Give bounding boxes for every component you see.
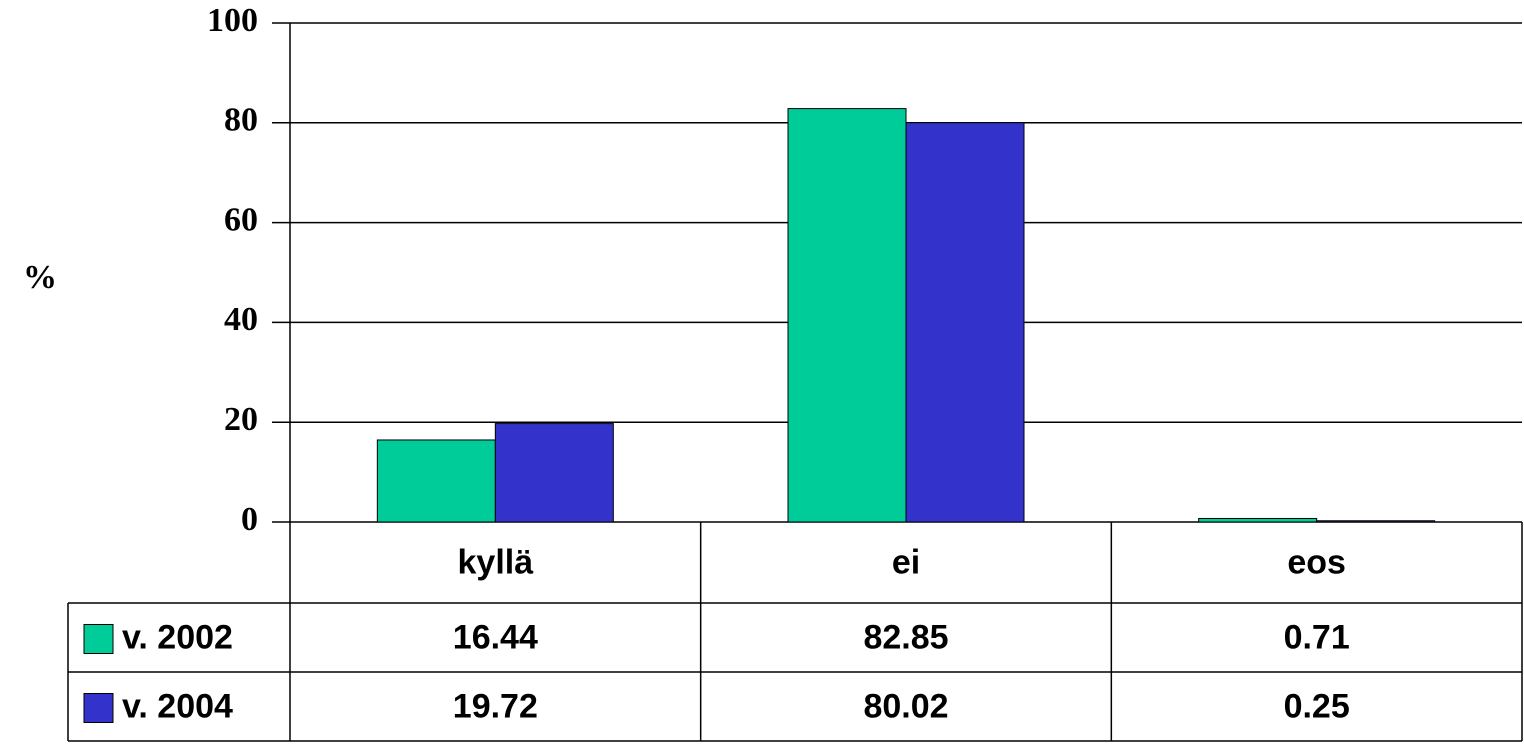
table-cell: 16.44 [453, 618, 538, 656]
table-cell: 80.02 [863, 687, 948, 725]
table-cell: 0.71 [1284, 618, 1350, 656]
legend-label: v. 2004 [122, 687, 233, 725]
y-tick-label: 60 [224, 201, 258, 238]
legend-key [83, 693, 114, 723]
table-cell: 0.25 [1284, 687, 1350, 725]
y-tick-label: 100 [207, 2, 258, 39]
bar [376, 439, 496, 523]
y-tick-label: 20 [224, 401, 258, 438]
x-tick-label: kyllä [458, 543, 534, 581]
bar [1316, 520, 1436, 523]
bar [494, 423, 614, 523]
bar [787, 108, 907, 523]
bar [905, 122, 1025, 523]
y-tick-label: 40 [224, 301, 258, 338]
table-cell: 82.85 [863, 618, 948, 656]
legend-key [83, 624, 114, 654]
table-cell: 19.72 [453, 687, 538, 725]
x-tick-label: eos [1287, 543, 1346, 581]
y-axis-label: % [23, 259, 57, 296]
legend-label: v. 2002 [122, 618, 233, 656]
x-tick-label: ei [892, 543, 920, 581]
y-tick-label: 0 [241, 501, 258, 538]
bar [1198, 517, 1318, 523]
y-tick-label: 80 [224, 102, 258, 139]
